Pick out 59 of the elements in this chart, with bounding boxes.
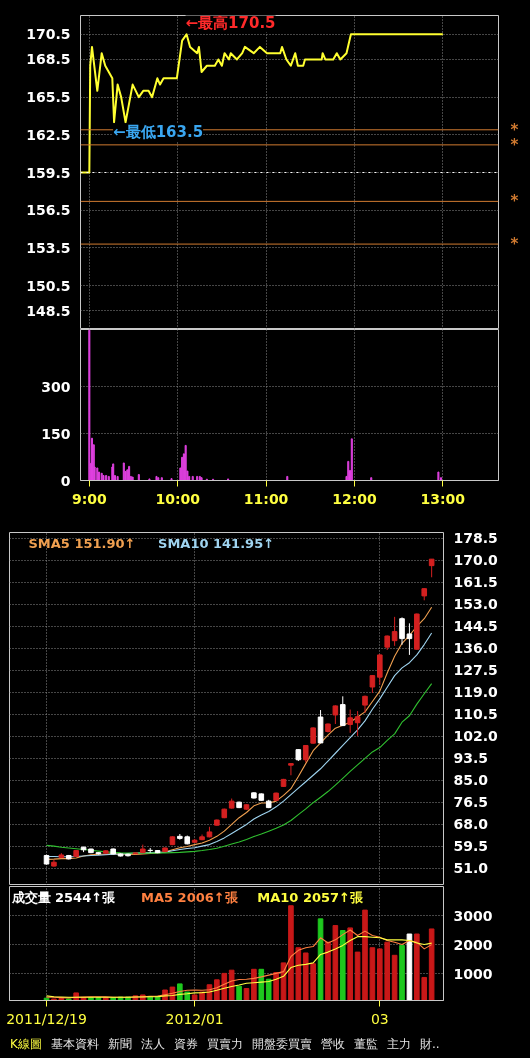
y-tick-label: 2000 [453,936,493,953]
y-tick-label: 127.5 [453,662,498,679]
text: 資券 [173,1037,198,1051]
text: MA5 2006↑張 [141,889,239,905]
text: SMA10 141.95↑ [158,535,275,551]
annotation: ←最高170.5 [185,14,276,33]
text: 新聞 [107,1037,132,1051]
y-tick-label: 178.5 [453,530,498,547]
y-tick-label: 136.0 [453,640,499,657]
text: 買賣力 [206,1037,243,1051]
annotation: ←最低163.5 [113,123,204,142]
y-tick-label: 170.5 [26,26,71,43]
text: SMA5 151.90↑ [28,535,136,551]
text: 法人 [140,1037,165,1051]
y-tick-label: 0 [60,472,71,489]
y-tick-label: 165.5 [26,89,71,106]
x-tick-label: 13:00 [420,490,466,507]
text: K線圖 [10,1037,42,1051]
y-tick-label: 1000 [453,965,493,982]
text: 開盤委買賣 [251,1037,312,1051]
y-tick-label: 150 [41,425,71,442]
y-tick-label: 170.0 [453,552,499,569]
y-tick-label: 144.5 [453,618,498,635]
y-tick-label: 161.5 [453,574,498,591]
text: 董監 [353,1037,378,1051]
y-tick-label: 162.5 [26,126,71,143]
x-tick-label: 03 [370,1010,389,1027]
y-tick-label: 153.5 [26,239,71,256]
ref-line-label: * [510,235,519,254]
y-tick-label: 150.5 [26,277,71,294]
y-tick-label: 119.0 [453,684,499,701]
y-tick-label: 156.5 [26,202,71,219]
y-tick-label: 3000 [453,907,493,924]
text: MA10 2057↑張 [257,889,364,905]
chart-title: 成交量 2544↑張 [10,889,117,905]
y-tick-label: 68.0 [453,816,489,833]
text: 主力 [386,1037,411,1051]
y-tick-label: 300 [41,378,71,395]
x-tick-label: 2011/12/19 [6,1010,87,1027]
y-tick-label: 85.0 [453,772,489,789]
y-tick-label: 159.5 [26,164,71,181]
y-tick-label: 76.5 [453,794,489,811]
x-tick-label: 2012/01 [165,1010,224,1027]
x-tick-label: 11:00 [243,490,289,507]
y-tick-label: 168.5 [26,51,71,68]
x-tick-label: 9:00 [71,490,108,507]
y-tick-label: 110.5 [453,706,498,723]
y-tick-label: 153.0 [453,596,499,613]
text: 財.. [419,1037,440,1051]
y-tick-label: 93.5 [453,750,489,767]
y-tick-label: 59.5 [453,838,489,855]
y-tick-label: 148.5 [26,302,71,319]
x-tick-label: 12:00 [332,490,377,507]
y-tick-label: 51.0 [453,860,489,877]
ref-line-label: * [510,192,519,211]
x-tick-label: 10:00 [155,490,201,507]
y-tick-label: 102.0 [453,728,499,745]
text: 基本資料 [50,1037,99,1051]
text: 營收 [320,1037,345,1051]
